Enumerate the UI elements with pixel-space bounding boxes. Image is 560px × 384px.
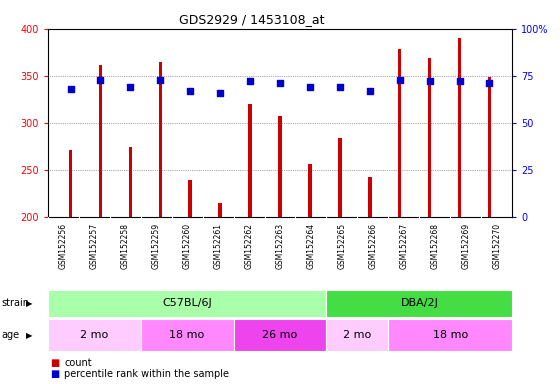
Text: GSM152264: GSM152264 [306, 223, 315, 269]
Point [186, 88, 195, 94]
Point [485, 80, 494, 86]
Point [335, 84, 344, 90]
Bar [188, 180, 192, 217]
Bar [141, 319, 234, 351]
Text: GSM152261: GSM152261 [213, 223, 222, 269]
Text: 18 mo: 18 mo [170, 330, 204, 341]
Text: GSM152260: GSM152260 [183, 223, 192, 269]
Bar [308, 164, 312, 217]
Text: GSM152268: GSM152268 [431, 223, 440, 269]
Point [96, 76, 105, 83]
Bar [458, 38, 461, 217]
Text: count: count [64, 358, 92, 368]
Point [246, 78, 255, 84]
Text: GSM152256: GSM152256 [59, 223, 68, 269]
Point [66, 86, 75, 92]
Bar [278, 116, 282, 217]
Text: strain: strain [2, 298, 30, 308]
Point [126, 84, 135, 90]
Point [425, 78, 434, 84]
Point [455, 78, 464, 84]
Text: GSM152270: GSM152270 [492, 223, 501, 269]
Point [305, 84, 314, 90]
Text: ■: ■ [50, 358, 60, 368]
Text: GSM152259: GSM152259 [152, 223, 161, 269]
Text: GSM152269: GSM152269 [461, 223, 470, 269]
Text: GSM152265: GSM152265 [338, 223, 347, 269]
Point [216, 90, 225, 96]
Text: ▶: ▶ [26, 299, 33, 308]
Bar [488, 77, 491, 217]
Text: age: age [2, 330, 20, 341]
Text: percentile rank within the sample: percentile rank within the sample [64, 369, 230, 379]
Text: GSM152267: GSM152267 [399, 223, 408, 269]
Bar [158, 62, 162, 217]
Text: DBA/2J: DBA/2J [400, 298, 438, 308]
Text: GSM152263: GSM152263 [276, 223, 284, 269]
Text: 18 mo: 18 mo [433, 330, 468, 341]
Text: 2 mo: 2 mo [80, 330, 108, 341]
Text: GSM152266: GSM152266 [368, 223, 377, 269]
Bar [248, 104, 252, 217]
Point [276, 80, 284, 86]
Bar [99, 65, 102, 217]
Bar [326, 290, 512, 317]
Bar [389, 319, 512, 351]
Text: ▶: ▶ [26, 331, 33, 340]
Bar [129, 147, 132, 217]
Bar [69, 150, 72, 217]
Text: 2 mo: 2 mo [343, 330, 372, 341]
Bar [368, 177, 372, 217]
Text: C57BL/6J: C57BL/6J [162, 298, 212, 308]
Text: GDS2929 / 1453108_at: GDS2929 / 1453108_at [179, 13, 325, 26]
Text: GSM152258: GSM152258 [120, 223, 129, 269]
Point [365, 88, 374, 94]
Point [156, 76, 165, 83]
Text: GSM152262: GSM152262 [245, 223, 254, 269]
Text: ■: ■ [50, 369, 60, 379]
Bar [48, 290, 326, 317]
Bar [398, 48, 402, 217]
Bar [338, 138, 342, 217]
Bar [218, 203, 222, 217]
Text: 26 mo: 26 mo [263, 330, 297, 341]
Bar [428, 58, 431, 217]
Text: GSM152257: GSM152257 [90, 223, 99, 269]
Bar [326, 319, 389, 351]
Bar [234, 319, 326, 351]
Point [395, 76, 404, 83]
Bar [48, 319, 141, 351]
